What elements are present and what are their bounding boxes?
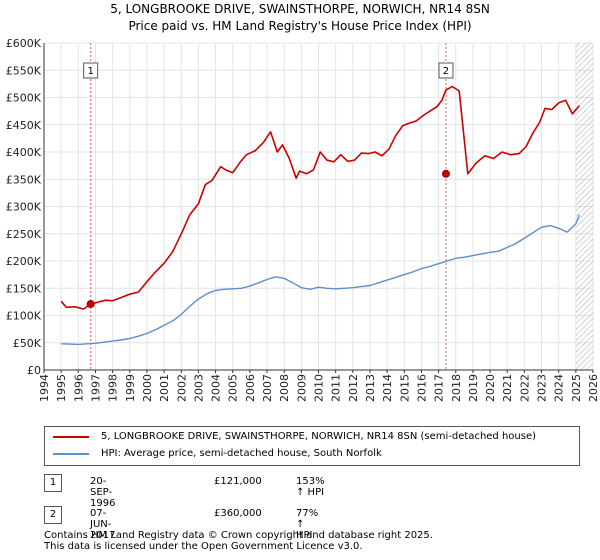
footer-line-1: Contains HM Land Registry data © Crown c…	[44, 530, 433, 541]
chart-subtitle: Price paid vs. HM Land Registry's House …	[128, 19, 472, 33]
series-line-hpi	[61, 214, 580, 346]
x-tick-label: 2021	[501, 374, 514, 402]
y-tick-label: £300K	[6, 201, 42, 214]
x-tick-label: 2002	[175, 374, 188, 402]
x-tick-label: 2009	[295, 374, 308, 402]
sale-marker-badge-label-2: 2	[443, 66, 449, 77]
footer-line-2: This data is licensed under the Open Gov…	[44, 541, 363, 552]
sale-marker-badge-2	[438, 62, 454, 79]
legend: 5, LONGBROOKE DRIVE, SWAINSTHORPE, NORWI…	[44, 426, 580, 466]
x-tick-label: 1997	[89, 374, 102, 402]
y-tick-label: £150K	[6, 282, 42, 295]
x-tick-label: 1996	[72, 374, 85, 402]
x-tick-label: 2004	[210, 374, 223, 402]
sale-marker-badge-label-1: 1	[87, 66, 93, 77]
x-tick-label: 2026	[587, 374, 600, 402]
x-tick-label: 2022	[518, 374, 531, 402]
x-tick-label: 2024	[553, 374, 566, 402]
x-tick-label: 1995	[55, 374, 68, 402]
x-tick-label: 2007	[261, 374, 274, 402]
y-tick-label: £400K	[6, 146, 42, 159]
x-tick-label: 2003	[192, 374, 205, 402]
x-tick-label: 2008	[278, 374, 291, 402]
x-tick-label: 2023	[536, 374, 549, 402]
legend-label-hpi: HPI: Average price, semi-detached house,…	[101, 448, 382, 459]
x-tick-label: 2017	[433, 374, 446, 402]
x-tick-label: 2013	[364, 374, 377, 402]
footer: Contains HM Land Registry data © Crown c…	[44, 530, 433, 552]
x-tick-label: 2010	[313, 374, 326, 402]
x-tick-label: 2020	[484, 374, 497, 402]
x-tick-label: 1998	[107, 374, 120, 402]
sale-point-2	[441, 169, 450, 178]
y-tick-label: £200K	[6, 255, 42, 268]
x-tick-label: 2005	[227, 374, 240, 402]
x-tick-label: 2018	[450, 374, 463, 402]
y-tick-label: £250K	[6, 228, 42, 241]
y-tick-label: £0	[27, 364, 41, 377]
sale-badge-1: 1	[44, 474, 62, 492]
sale-hpi-2: 77% ↑ HPI	[296, 508, 319, 541]
hatched-region	[575, 43, 593, 370]
legend-swatch-property	[53, 436, 89, 438]
sale-point-1	[86, 300, 95, 309]
x-tick-label: 2000	[141, 374, 154, 402]
y-tick-label: £350K	[6, 173, 42, 186]
y-tick-label: £50K	[13, 337, 42, 350]
sale-date-1: 20-SEP-1996	[90, 476, 116, 509]
x-tick-label: 2001	[158, 374, 171, 402]
x-tick-label: 2012	[347, 374, 360, 402]
sale-price-2: £360,000	[214, 508, 262, 519]
sale-date-2: 07-JUN-2017	[90, 508, 116, 541]
chart-title: 5, LONGBROOKE DRIVE, SWAINSTHORPE, NORWI…	[110, 2, 490, 16]
y-tick-label: £100K	[6, 310, 42, 323]
x-tick-label: 2014	[381, 374, 394, 402]
y-tick-label: £550K	[6, 64, 42, 77]
x-tick-label: 2015	[398, 374, 411, 402]
y-tick-label: £600K	[6, 37, 42, 50]
price-chart: 1 2 £0 £50K £100K £150K £200K £250K £300K £350K £…	[6, 37, 600, 402]
x-tick-label: 2011	[330, 374, 343, 402]
sale-marker-badge-1	[83, 62, 99, 79]
x-tick-label: 1999	[124, 374, 137, 402]
x-tick-label: 2025	[570, 374, 583, 402]
x-tick-label: 1994	[38, 374, 51, 402]
legend-label-property: 5, LONGBROOKE DRIVE, SWAINSTHORPE, NORWI…	[101, 431, 537, 442]
x-tick-label: 2016	[415, 374, 428, 402]
legend-swatch-hpi	[53, 453, 89, 455]
x-tick-label: 2019	[467, 374, 480, 402]
sale-price-1: £121,000	[214, 476, 262, 487]
series-line-property	[60, 85, 580, 310]
sale-badge-2: 2	[44, 506, 62, 524]
x-tick-label: 2006	[244, 374, 257, 402]
y-tick-label: £450K	[6, 119, 42, 132]
sale-hpi-1: 153% ↑ HPI	[296, 476, 325, 498]
y-tick-label: £500K	[6, 92, 42, 105]
